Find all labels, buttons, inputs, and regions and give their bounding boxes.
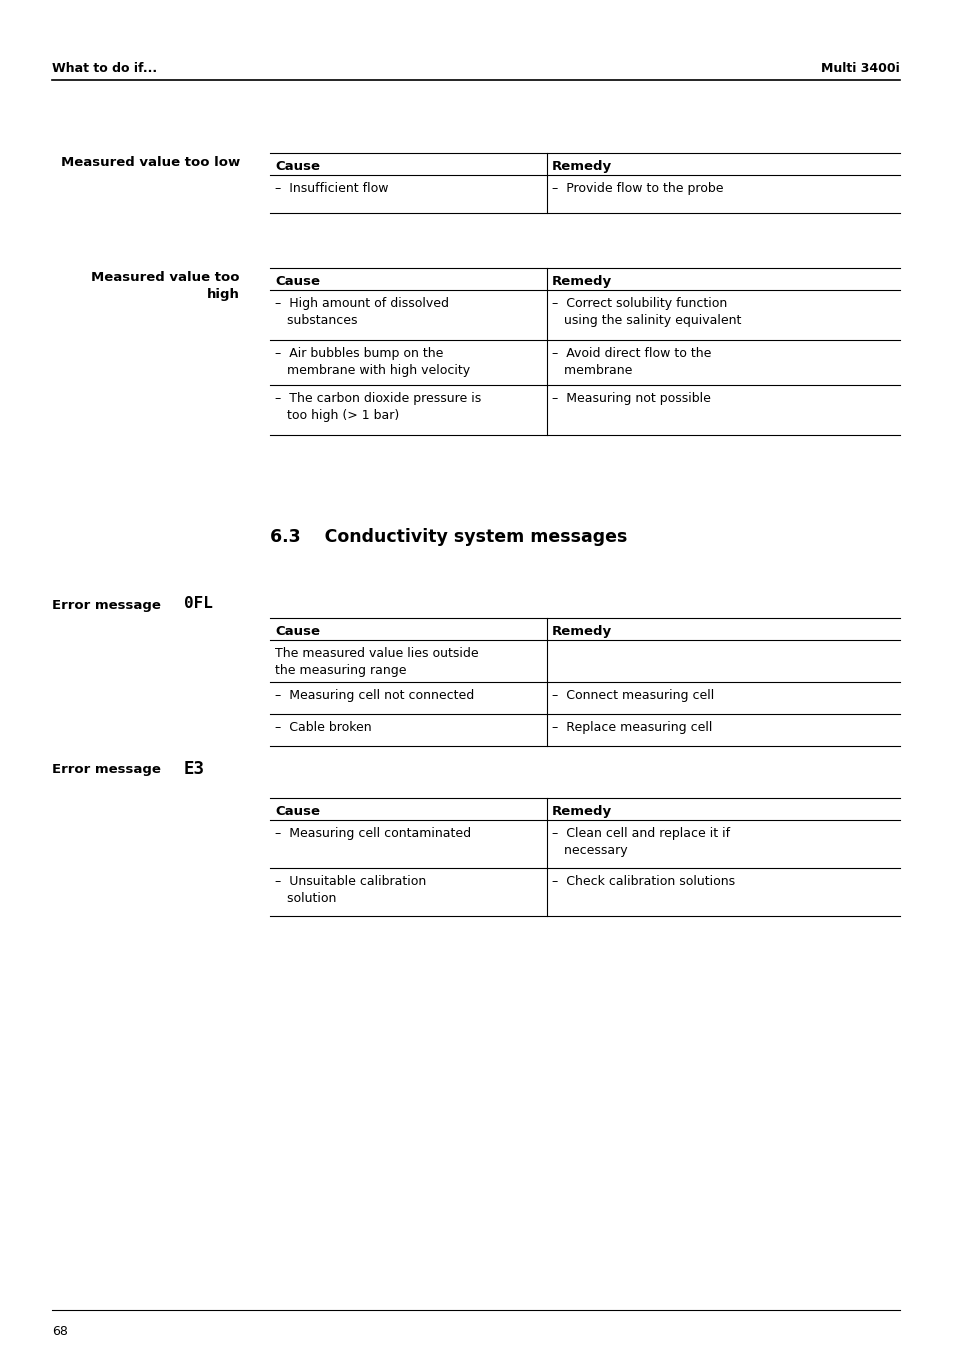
Text: –  Insufficient flow: – Insufficient flow <box>274 182 388 195</box>
Text: Error message: Error message <box>52 598 165 612</box>
Text: 6.3    Conductivity system messages: 6.3 Conductivity system messages <box>270 528 627 546</box>
Text: Remedy: Remedy <box>552 805 612 817</box>
Text: –  Replace measuring cell: – Replace measuring cell <box>552 721 712 734</box>
Text: –  High amount of dissolved
   substances: – High amount of dissolved substances <box>274 297 449 327</box>
Text: Measured value too low: Measured value too low <box>61 155 240 169</box>
Text: –  Provide flow to the probe: – Provide flow to the probe <box>552 182 722 195</box>
Text: –  The carbon dioxide pressure is
   too high (> 1 bar): – The carbon dioxide pressure is too hig… <box>274 392 480 422</box>
Text: Remedy: Remedy <box>552 159 612 173</box>
Text: Cause: Cause <box>274 276 319 288</box>
Text: –  Clean cell and replace it if
   necessary: – Clean cell and replace it if necessary <box>552 827 729 857</box>
Text: Remedy: Remedy <box>552 276 612 288</box>
Text: –  Measuring cell not connected: – Measuring cell not connected <box>274 689 474 703</box>
Text: The measured value lies outside
the measuring range: The measured value lies outside the meas… <box>274 647 478 677</box>
Text: –  Air bubbles bump on the
   membrane with high velocity: – Air bubbles bump on the membrane with … <box>274 347 470 377</box>
Text: –  Connect measuring cell: – Connect measuring cell <box>552 689 714 703</box>
Text: –  Correct solubility function
   using the salinity equivalent: – Correct solubility function using the … <box>552 297 740 327</box>
Text: What to do if...: What to do if... <box>52 62 157 76</box>
Text: Cause: Cause <box>274 805 319 817</box>
Text: Measured value too
high: Measured value too high <box>91 272 240 301</box>
Text: Error message: Error message <box>52 763 165 775</box>
Text: –  Check calibration solutions: – Check calibration solutions <box>552 875 735 888</box>
Text: –  Measuring not possible: – Measuring not possible <box>552 392 710 405</box>
Text: –  Measuring cell contaminated: – Measuring cell contaminated <box>274 827 471 840</box>
Text: –  Avoid direct flow to the
   membrane: – Avoid direct flow to the membrane <box>552 347 711 377</box>
Text: Remedy: Remedy <box>552 626 612 638</box>
Text: 68: 68 <box>52 1325 68 1337</box>
Text: –  Cable broken: – Cable broken <box>274 721 372 734</box>
Text: Cause: Cause <box>274 626 319 638</box>
Text: Cause: Cause <box>274 159 319 173</box>
Text: 0FL: 0FL <box>184 596 213 611</box>
Text: E3: E3 <box>184 761 205 778</box>
Text: –  Unsuitable calibration
   solution: – Unsuitable calibration solution <box>274 875 426 905</box>
Text: Multi 3400i: Multi 3400i <box>821 62 899 76</box>
